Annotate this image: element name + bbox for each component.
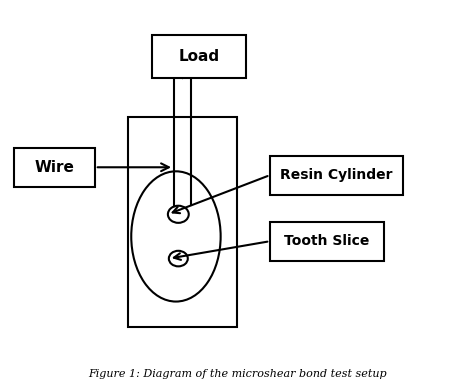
Bar — [152, 35, 246, 78]
Bar — [128, 117, 237, 327]
Text: Wire: Wire — [35, 160, 74, 175]
Bar — [14, 148, 95, 187]
Ellipse shape — [131, 171, 220, 301]
Text: Resin Cylinder: Resin Cylinder — [280, 168, 393, 182]
Bar — [270, 222, 384, 261]
Text: Load: Load — [179, 49, 219, 64]
Bar — [270, 156, 403, 194]
Text: Figure 1: Diagram of the microshear bond test setup: Figure 1: Diagram of the microshear bond… — [88, 369, 386, 379]
Text: Tooth Slice: Tooth Slice — [284, 234, 370, 248]
FancyArrow shape — [166, 58, 199, 78]
Circle shape — [168, 206, 189, 223]
Circle shape — [169, 251, 188, 266]
